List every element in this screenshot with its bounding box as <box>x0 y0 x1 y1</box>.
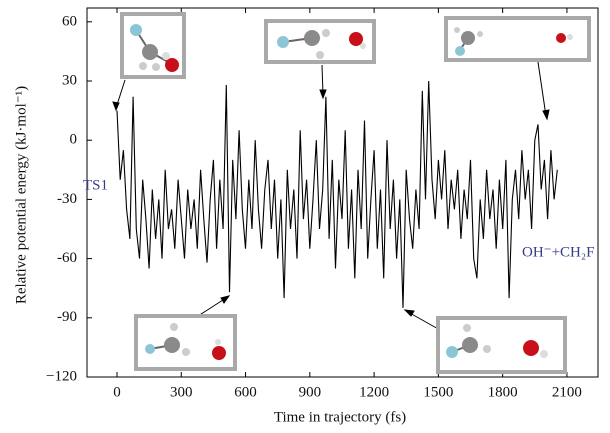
x-tick-label: 1800 <box>488 384 518 400</box>
inset-1 <box>122 14 184 77</box>
x-tick-label: 0 <box>113 384 121 400</box>
inset-3 <box>446 18 589 60</box>
y-tick-label: -60 <box>57 250 77 266</box>
annotation-products: OH⁻+CH₂F <box>522 244 594 260</box>
inset-2 <box>266 21 374 62</box>
x-axis-title: Time in trajectory (fs) <box>274 409 406 425</box>
chart: 0 300 600 900 1200 1500 1800 2100 −120 -90 -60 -30 0… <box>0 0 610 428</box>
x-tick-label: 600 <box>234 384 257 400</box>
y-tick-label: 30 <box>62 72 77 88</box>
x-tick-label: 1500 <box>423 384 453 400</box>
x-tick-label: 1200 <box>359 384 389 400</box>
data-line <box>117 81 557 308</box>
y-tick-label: -90 <box>57 309 77 325</box>
y-tick-label: 0 <box>70 132 78 148</box>
x-tick-label: 300 <box>170 384 193 400</box>
y-tick-label: −120 <box>46 368 77 384</box>
x-tick-label: 2100 <box>552 384 582 400</box>
y-tick-label: -30 <box>57 191 77 207</box>
annotation-ts1: TS1 <box>83 177 108 193</box>
inset-5 <box>438 318 565 372</box>
inset-4 <box>136 316 235 369</box>
y-tick-label: 60 <box>62 13 77 29</box>
y-axis-title: Relative potential energy (kJ·mol⁻¹) <box>13 86 29 304</box>
x-tick-label: 900 <box>299 384 322 400</box>
